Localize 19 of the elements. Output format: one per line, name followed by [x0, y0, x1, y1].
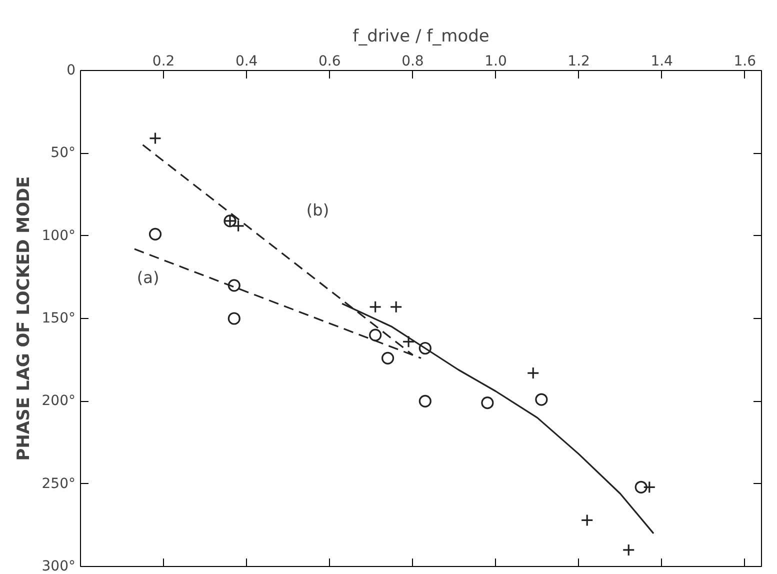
x-tick-label: 1.2	[568, 54, 590, 70]
y-tick-label: 100°	[42, 228, 76, 244]
x-tick-label: 0.4	[235, 54, 258, 70]
y-tick-label: 300°	[42, 558, 76, 574]
x-axis-title: f_drive / f_mode	[352, 26, 490, 46]
y-tick-label: 250°	[42, 476, 76, 492]
text: (b)	[306, 200, 330, 220]
x-tick-label: 0.2	[152, 54, 175, 70]
x-tick-label: 0.8	[402, 54, 424, 70]
y-axis-title: PHASE LAG OF LOCKED MODE	[14, 176, 34, 461]
y-tick-label: 0	[66, 62, 76, 78]
y-tick-label: 150°	[42, 310, 76, 326]
x-tick-label: 1.4	[650, 54, 674, 70]
y-tick-label: 50°	[50, 145, 76, 162]
y-tick-label: 200°	[42, 393, 76, 410]
series-label: (a)	[136, 268, 160, 287]
x-tick-label: 1.6	[734, 54, 756, 70]
x-tick-label: 0.6	[318, 54, 341, 70]
x-tick-label: 1.0	[484, 54, 507, 70]
